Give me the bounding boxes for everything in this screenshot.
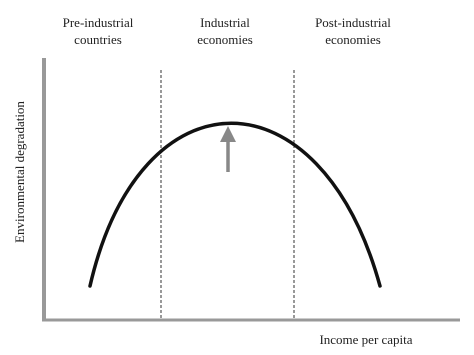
region-label: Industrial	[200, 15, 250, 30]
region-label: Pre-industrial	[63, 15, 134, 30]
x-axis-label: Income per capita	[319, 332, 412, 347]
region-label: economies	[325, 32, 381, 47]
region-label: economies	[197, 32, 253, 47]
region-label: countries	[74, 32, 122, 47]
region-label: Post-industrial	[315, 15, 391, 30]
curve	[88, 121, 382, 288]
y-axis-label: Environmental degradation	[12, 101, 27, 243]
arrow-head	[220, 126, 236, 142]
